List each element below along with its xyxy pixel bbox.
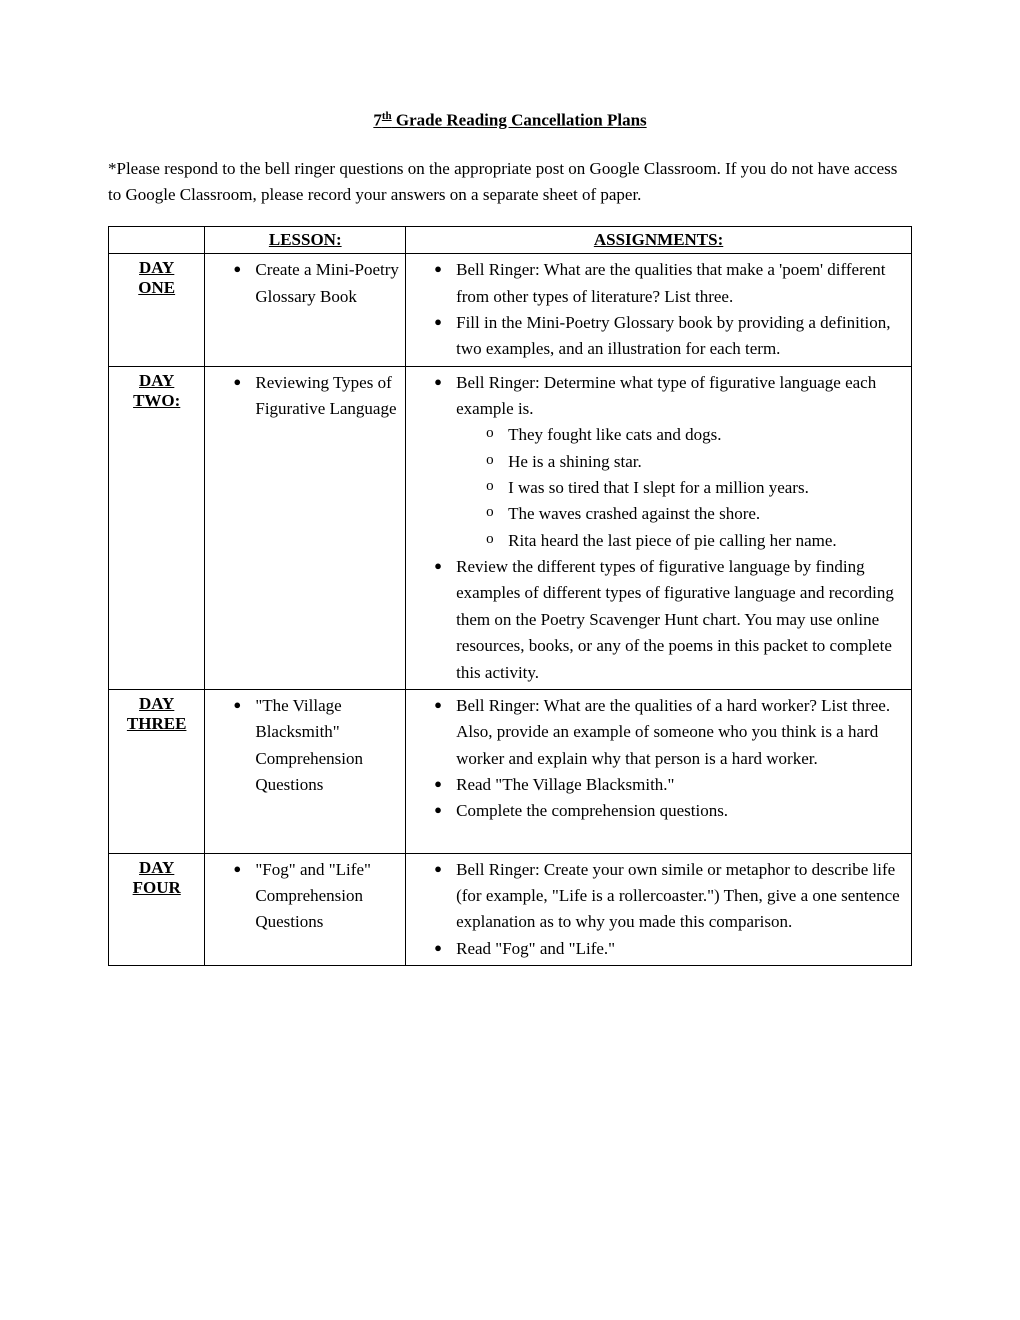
lesson-cell: Reviewing Types of Figurative Language [205, 366, 406, 689]
day-label: DAYTWO: [109, 366, 205, 689]
lesson-item: "The Village Blacksmith" Comprehension Q… [211, 693, 399, 798]
day-label: DAYFOUR [109, 853, 205, 965]
header-assignments: ASSIGNMENTS: [406, 227, 912, 254]
assignment-subitem: He is a shining star. [456, 449, 905, 475]
lesson-cell: "The Village Blacksmith" Comprehension Q… [205, 689, 406, 853]
lesson-item: "Fog" and "Life" Comprehension Questions [211, 857, 399, 936]
title-superscript: th [382, 110, 392, 122]
lesson-cell: Create a Mini‑Poetry Glossary Book [205, 254, 406, 366]
lesson-plan-table: LESSON: ASSIGNMENTS: DAYONECreate a Mini… [108, 226, 912, 966]
day-label: DAYONE [109, 254, 205, 366]
assignment-item: Review the different types of figurative… [412, 554, 905, 686]
assignments-cell: Bell Ringer: Create your own simile or m… [406, 853, 912, 965]
title-suffix: Grade Reading Cancellation Plans [392, 111, 647, 130]
instructions-text: *Please respond to the bell ringer quest… [108, 156, 912, 209]
table-row: DAYTHREE"The Village Blacksmith" Compreh… [109, 689, 912, 853]
table-body: DAYONECreate a Mini‑Poetry Glossary Book… [109, 254, 912, 966]
table-row: DAYTWO:Reviewing Types of Figurative Lan… [109, 366, 912, 689]
page-title: 7th Grade Reading Cancellation Plans [108, 110, 912, 131]
lesson-item: Reviewing Types of Figurative Language [211, 370, 399, 423]
assignment-item: Bell Ringer: Create your own simile or m… [412, 857, 905, 936]
assignment-subitem: Rita heard the last piece of pie calling… [456, 528, 905, 554]
title-prefix: 7 [373, 111, 382, 130]
assignment-item: Read "The Village Blacksmith." [412, 772, 905, 798]
day-label: DAYTHREE [109, 689, 205, 853]
table-row: DAYFOUR"Fog" and "Life" Comprehension Qu… [109, 853, 912, 965]
lesson-cell: "Fog" and "Life" Comprehension Questions [205, 853, 406, 965]
assignment-item: Bell Ringer: Determine what type of figu… [412, 370, 905, 554]
assignments-cell: Bell Ringer: What are the qualities of a… [406, 689, 912, 853]
assignments-cell: Bell Ringer: What are the qualities that… [406, 254, 912, 366]
header-day [109, 227, 205, 254]
lesson-item: Create a Mini‑Poetry Glossary Book [211, 257, 399, 310]
table-row: DAYONECreate a Mini‑Poetry Glossary Book… [109, 254, 912, 366]
assignment-item: Fill in the Mini‑Poetry Glossary book by… [412, 310, 905, 363]
assignment-subitem: They fought like cats and dogs. [456, 422, 905, 448]
assignment-item: Complete the comprehension questions. [412, 798, 905, 824]
header-lesson: LESSON: [205, 227, 406, 254]
assignment-item: Bell Ringer: What are the qualities of a… [412, 693, 905, 772]
assignment-subitem: The waves crashed against the shore. [456, 501, 905, 527]
header-row: LESSON: ASSIGNMENTS: [109, 227, 912, 254]
assignment-item: Read "Fog" and "Life." [412, 936, 905, 962]
assignment-item: Bell Ringer: What are the qualities that… [412, 257, 905, 310]
assignments-cell: Bell Ringer: Determine what type of figu… [406, 366, 912, 689]
assignment-subitem: I was so tired that I slept for a millio… [456, 475, 905, 501]
